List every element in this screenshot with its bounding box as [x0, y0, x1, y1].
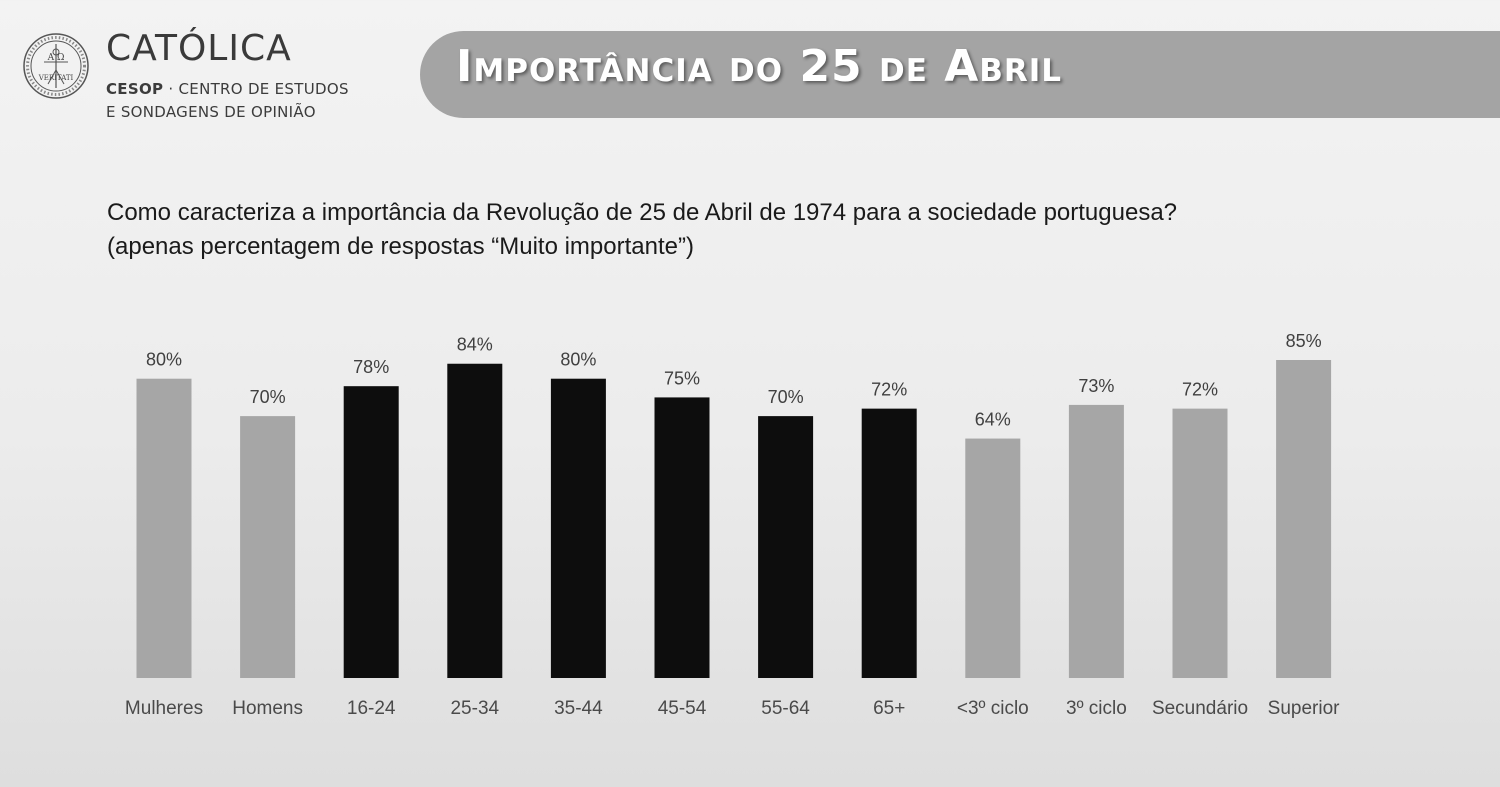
bar-1 — [240, 416, 296, 678]
value-label-1: 70% — [250, 387, 286, 407]
bar-7 — [861, 408, 917, 678]
value-label-7: 72% — [871, 380, 907, 400]
logo-sub-line2: E SONDAGENS DE OPINIÃO — [106, 103, 316, 121]
value-label-3: 84% — [457, 335, 493, 355]
category-label-8: <3º ciclo — [957, 698, 1029, 719]
bar-0 — [136, 378, 192, 678]
category-label-10: Secundário — [1152, 698, 1248, 719]
value-label-6: 70% — [768, 387, 804, 407]
title-banner: Importância do 25 de Abril — [420, 31, 1500, 118]
university-seal-icon: A Ω VERITATI — [23, 33, 89, 99]
catolica-logo: A Ω VERITATI CATÓLICA CESOP · CENTRO DE … — [22, 28, 348, 128]
bar-2 — [343, 386, 399, 678]
bar-8 — [965, 438, 1021, 678]
category-label-0: Mulheres — [125, 698, 203, 719]
bar-11 — [1276, 360, 1332, 678]
value-label-5: 75% — [664, 368, 700, 388]
seal-letters: A Ω — [47, 53, 65, 63]
bar-9 — [1068, 404, 1124, 678]
category-label-5: 45-54 — [658, 698, 707, 719]
logo-name: CATÓLICA — [106, 28, 292, 69]
survey-question: Como caracteriza a importância da Revolu… — [107, 196, 1407, 264]
seal-motto: VERITATI — [38, 74, 74, 82]
value-label-10: 72% — [1182, 380, 1218, 400]
value-label-4: 80% — [560, 350, 596, 370]
bar-4 — [550, 378, 606, 678]
category-label-11: Superior — [1268, 698, 1340, 719]
logo-sub-line1: · CENTRO DE ESTUDOS — [163, 80, 349, 98]
category-label-3: 25-34 — [450, 698, 499, 719]
value-label-8: 64% — [975, 410, 1011, 430]
question-line-1: Como caracteriza a importância da Revolu… — [107, 199, 1178, 226]
category-label-4: 35-44 — [554, 698, 603, 719]
category-label-7: 65+ — [873, 698, 905, 719]
question-line-2: (apenas percentagem de respostas “Muito … — [107, 233, 694, 260]
page-title: Importância do 25 de Abril — [456, 41, 1063, 92]
bar-6 — [758, 416, 814, 678]
bar-5 — [654, 397, 710, 678]
value-label-2: 78% — [353, 357, 389, 377]
category-label-9: 3º ciclo — [1066, 698, 1127, 719]
value-label-11: 85% — [1286, 331, 1322, 351]
category-label-1: Homens — [232, 698, 303, 719]
logo-subtitle: CESOP · CENTRO DE ESTUDOS E SONDAGENS DE… — [106, 78, 349, 124]
bar-3 — [447, 363, 503, 678]
category-label-6: 55-64 — [761, 698, 810, 719]
value-label-9: 73% — [1078, 376, 1114, 396]
bar-10 — [1172, 408, 1228, 678]
category-label-2: 16-24 — [347, 698, 396, 719]
logo-sub-bold: CESOP — [106, 80, 164, 98]
value-label-0: 80% — [146, 350, 182, 370]
